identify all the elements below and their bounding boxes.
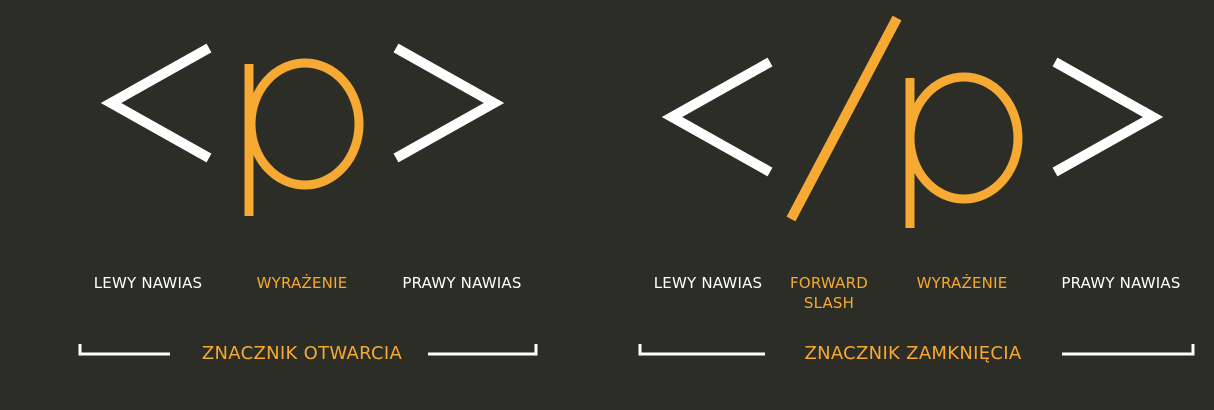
closing-left-bracket-label: LEWY NAWIAS xyxy=(653,274,763,292)
closing-letter-p xyxy=(905,72,1023,228)
closing-slash-label-line1: FORWARD xyxy=(790,274,868,292)
opening-tag-glyphs xyxy=(100,43,505,216)
opening-right-angle-bracket xyxy=(393,43,505,163)
closing-left-angle-bracket xyxy=(661,57,773,177)
closing-tag-bracket xyxy=(638,344,1195,356)
opening-tag-title: ZNACZNIK OTWARCIA xyxy=(201,343,403,364)
closing-tag-glyphs xyxy=(661,15,1164,228)
closing-slash-label-line2: SLASH xyxy=(803,294,855,312)
opening-expression-label: WYRAŻENIE xyxy=(256,274,348,292)
opening-tag-bracket xyxy=(78,344,538,356)
opening-right-bracket-label: PRAWY NAWIAS xyxy=(402,274,522,292)
closing-tag-title: ZNACZNIK ZAMKNIĘCIA xyxy=(804,343,1022,364)
opening-left-bracket-label: LEWY NAWIAS xyxy=(93,274,203,292)
closing-forward-slash xyxy=(786,15,902,222)
opening-left-angle-bracket xyxy=(100,43,212,163)
opening-letter-p xyxy=(244,58,364,216)
closing-right-angle-bracket xyxy=(1052,57,1164,177)
closing-expression-label: WYRAŻENIE xyxy=(916,274,1008,292)
closing-right-bracket-label: PRAWY NAWIAS xyxy=(1061,274,1181,292)
